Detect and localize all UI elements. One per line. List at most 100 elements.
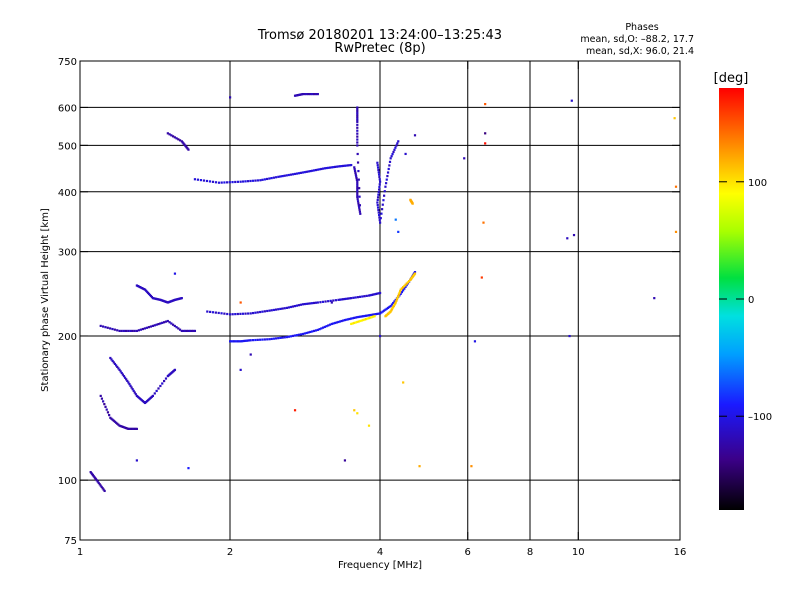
data-point [105,408,108,411]
data-point [266,309,269,313]
data-point [229,313,232,316]
data-point [112,361,115,364]
data-point [263,338,266,341]
data-point [392,150,395,154]
x-tick-label: 16 [674,547,687,558]
data-point [123,426,127,429]
data-point [356,117,359,120]
data-point [386,174,389,178]
data-point [175,326,178,329]
data-point [291,173,295,176]
data-point [387,167,390,171]
data-point [379,334,382,338]
data-point [239,368,242,371]
data-point [311,302,314,305]
data-point [356,138,359,141]
data-point [356,108,359,111]
data-point [330,166,333,169]
data-point [356,316,359,319]
data-point [313,169,316,172]
data-point [396,142,399,145]
data-point [263,310,266,313]
data-point [314,92,318,96]
data-point [190,329,193,333]
data-point [356,184,359,187]
data-point [274,308,278,311]
data-point [109,356,112,360]
data-point [356,161,360,164]
data-point [328,323,332,326]
data-point [356,132,359,135]
data-point [178,328,182,331]
y-tick-label: 400 [58,188,77,199]
data-point [297,304,301,307]
data-point [171,323,175,326]
data-point [356,412,359,415]
data-point [99,484,102,487]
data-point [397,140,400,143]
data-point [348,317,351,321]
data-point [400,287,404,290]
data-point [340,298,343,301]
data-point [236,180,240,183]
data-point [363,314,366,318]
data-point [305,331,308,335]
data-point [353,166,356,169]
data-point [161,382,164,385]
data-point [95,479,98,482]
data-point [313,92,316,96]
data-point [256,338,259,341]
data-point [346,318,350,321]
data-point [151,394,155,398]
data-point [101,325,105,328]
data-point [295,304,299,307]
data-point [381,310,384,313]
data-point [382,309,386,312]
data-point [355,177,358,180]
data-point [377,211,380,214]
y-axis-label: Stationary phase Virtual Height [km] [40,208,51,392]
data-point [123,376,127,379]
data-point [295,172,299,175]
data-point [153,324,156,327]
data-point [170,322,173,325]
data-point [342,164,345,168]
data-point [206,310,209,313]
data-point [345,164,348,167]
data-point [319,301,322,304]
data-point [316,301,319,304]
data-point [378,183,381,186]
data-point [356,320,359,324]
data-point [129,329,132,333]
data-point [566,237,569,240]
data-point [378,185,381,189]
data-point [120,329,123,333]
data-point [135,329,138,333]
y-tick-label: 500 [58,141,77,152]
data-point [113,328,116,331]
data-point [370,316,373,319]
data-point [96,480,99,483]
data-point [366,314,369,317]
data-point [376,292,379,295]
data-point [392,305,395,309]
data-point [473,340,477,343]
data-point [256,311,259,314]
data-point [110,417,113,420]
data-point [244,339,247,342]
y-tick-label: 200 [58,332,77,343]
data-point [196,178,200,181]
data-point [183,329,187,333]
data-point [330,301,333,304]
data-point [168,133,171,136]
data-point [357,202,360,205]
data-point [117,367,120,370]
colorbar-tick-label: –100 [748,412,772,423]
data-point [285,174,288,177]
data-point [316,92,319,96]
data-point [318,328,321,331]
data-point [350,317,353,320]
data-point [234,313,237,316]
data-point [208,180,212,183]
data-point [356,115,359,118]
